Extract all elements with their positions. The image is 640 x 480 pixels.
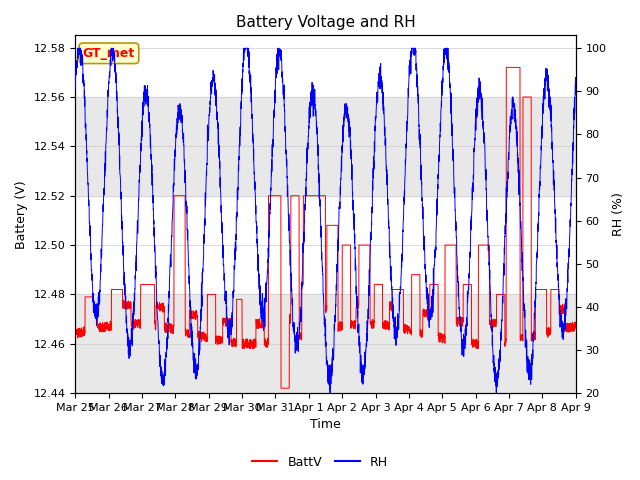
Bar [76, 294, 576, 393]
Text: GT_met: GT_met [83, 47, 135, 60]
Title: Battery Voltage and RH: Battery Voltage and RH [236, 15, 415, 30]
Y-axis label: Battery (V): Battery (V) [15, 180, 28, 249]
Legend: BattV, RH: BattV, RH [248, 451, 392, 474]
Y-axis label: RH (%): RH (%) [612, 192, 625, 236]
X-axis label: Time: Time [310, 419, 341, 432]
Bar [76, 97, 576, 196]
